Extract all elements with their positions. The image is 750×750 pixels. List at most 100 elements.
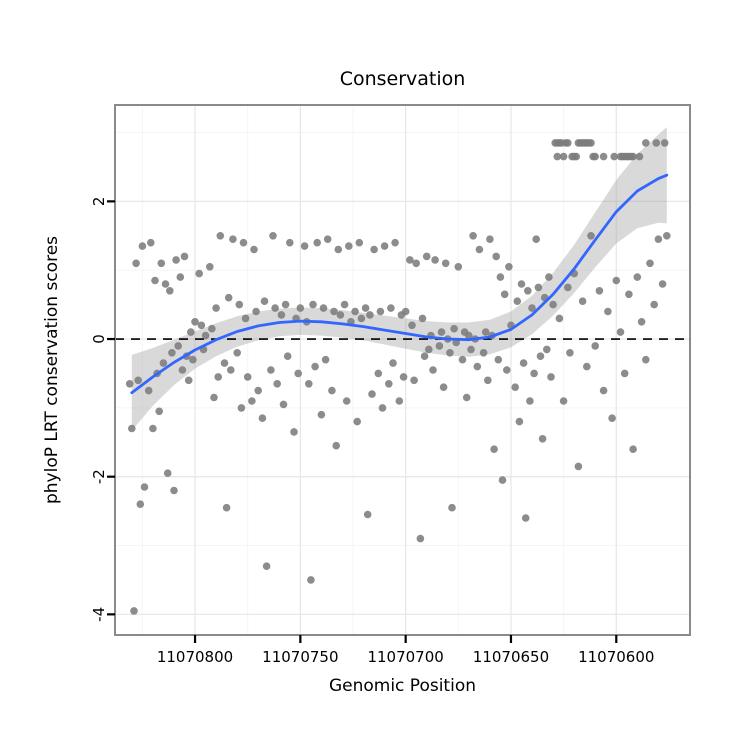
data-point	[658, 280, 667, 288]
y-tick-label: -4	[90, 607, 108, 622]
y-axis-title: phyloP LRT conservation scores	[42, 235, 62, 505]
data-point	[389, 359, 397, 367]
data-point	[479, 349, 488, 357]
data-point	[608, 414, 616, 423]
data-point	[420, 352, 429, 361]
data-point	[437, 328, 446, 336]
data-point	[155, 407, 163, 416]
data-point	[252, 307, 260, 316]
data-point	[161, 280, 170, 288]
data-point	[229, 235, 237, 243]
data-point	[521, 514, 530, 522]
data-point	[353, 417, 362, 426]
data-point	[132, 259, 140, 268]
data-point	[416, 534, 425, 543]
loess-smooth-line	[130, 173, 669, 395]
data-point	[663, 232, 671, 240]
data-point	[351, 307, 359, 316]
data-point	[374, 369, 383, 378]
data-point	[187, 328, 195, 336]
x-tick-label: 11070600	[578, 648, 654, 666]
data-point	[250, 245, 258, 254]
data-point	[642, 139, 650, 147]
data-point	[147, 238, 155, 247]
data-point	[140, 483, 149, 491]
data-point	[511, 383, 519, 392]
smooth-confidence-ribbon	[131, 127, 667, 431]
data-point	[408, 321, 416, 330]
data-point	[513, 297, 522, 306]
data-point	[176, 273, 185, 281]
data-point	[484, 376, 492, 385]
data-point	[399, 373, 408, 381]
data-point	[227, 366, 235, 374]
data-point	[336, 311, 345, 319]
data-point	[574, 462, 583, 471]
data-point	[273, 380, 282, 388]
data-point	[610, 152, 618, 161]
data-point	[465, 331, 473, 340]
data-point	[496, 273, 505, 281]
data-point	[462, 393, 471, 402]
data-point	[629, 445, 637, 454]
data-point	[633, 273, 642, 281]
data-point	[368, 390, 376, 398]
data-point	[572, 152, 581, 161]
data-point	[498, 476, 507, 484]
data-point	[220, 359, 229, 367]
data-point	[212, 304, 220, 312]
data-point	[481, 328, 490, 336]
data-point	[503, 366, 511, 374]
data-point	[334, 245, 343, 254]
data-point	[319, 304, 328, 312]
data-point	[395, 397, 404, 405]
data-point	[361, 304, 370, 312]
data-point	[323, 235, 332, 243]
x-axis-title: Genomic Position	[328, 676, 477, 696]
data-point	[357, 314, 366, 323]
data-point	[553, 152, 562, 161]
data-point	[195, 269, 203, 278]
data-point	[178, 366, 187, 374]
data-point	[469, 232, 477, 240]
data-point	[237, 404, 246, 412]
data-point	[422, 252, 431, 261]
data-point	[538, 435, 547, 443]
data-point	[547, 373, 555, 381]
data-point	[279, 400, 288, 409]
data-point	[486, 235, 494, 243]
data-point	[317, 410, 326, 419]
plot-panel	[115, 105, 690, 635]
data-point	[281, 300, 290, 309]
data-point	[543, 345, 551, 354]
data-point	[528, 304, 536, 312]
data-point	[429, 366, 437, 374]
data-point	[307, 576, 315, 584]
chart-title: Conservation	[339, 68, 466, 90]
data-layer	[115, 127, 690, 615]
y-tick-label: -2	[90, 469, 108, 484]
data-point	[578, 297, 587, 306]
data-point	[222, 503, 231, 512]
data-point	[235, 300, 244, 309]
data-point	[309, 300, 317, 309]
data-point	[536, 352, 545, 361]
data-point	[591, 152, 599, 161]
data-point	[441, 259, 450, 268]
data-point	[564, 139, 572, 147]
x-tick-label: 11070800	[157, 648, 233, 666]
data-point	[321, 355, 330, 364]
data-point	[138, 242, 147, 250]
data-point	[267, 366, 275, 374]
data-point	[260, 297, 269, 306]
data-point	[515, 417, 524, 426]
data-point	[505, 263, 513, 271]
data-point	[519, 359, 528, 367]
data-point	[583, 362, 591, 371]
data-point	[475, 245, 484, 254]
data-point	[524, 287, 532, 295]
data-point	[378, 404, 387, 412]
data-point	[532, 235, 540, 243]
data-point	[163, 469, 172, 478]
data-point	[290, 428, 298, 436]
